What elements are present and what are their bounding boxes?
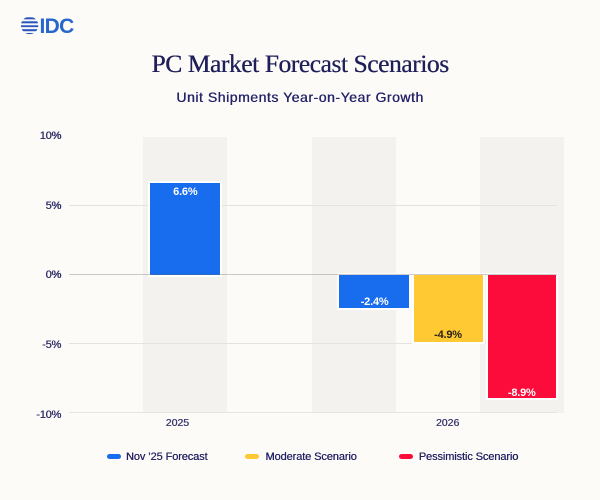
svg-text:IDC: IDC: [40, 15, 75, 38]
